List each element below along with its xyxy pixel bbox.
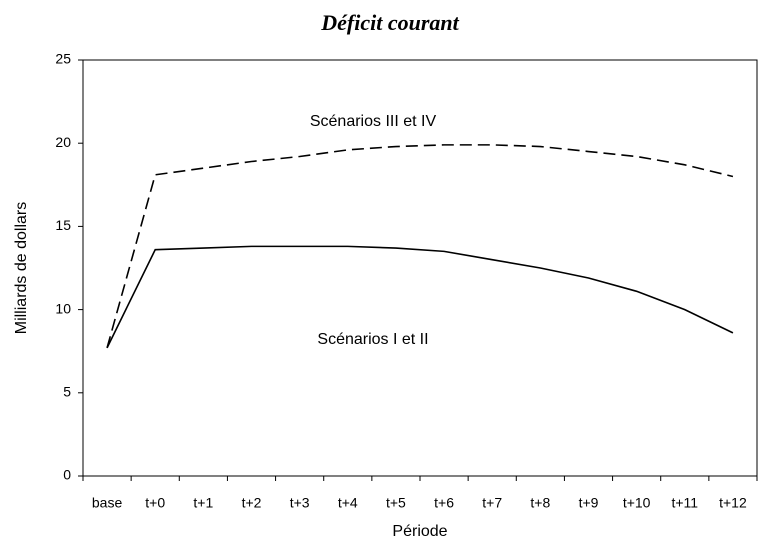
x-tick-label: t+0	[145, 495, 165, 511]
x-tick-label: t+9	[579, 495, 599, 511]
y-tick-label: 10	[55, 300, 71, 316]
y-tick-label: 15	[55, 217, 71, 233]
x-tick-label: t+4	[338, 495, 358, 511]
x-tick-label: t+1	[193, 495, 213, 511]
x-tick-label: t+6	[434, 495, 454, 511]
x-tick-label: t+3	[290, 495, 310, 511]
y-axis-label: Milliards de dollars	[13, 202, 30, 335]
x-axis-label: Période	[392, 523, 447, 540]
x-tick-label: t+2	[242, 495, 262, 511]
x-tick-label: t+11	[671, 495, 698, 511]
chart-title: Déficit courant	[320, 10, 459, 35]
x-tick-label: t+8	[530, 495, 550, 511]
x-tick-label: t+10	[623, 495, 651, 511]
x-tick-label: t+12	[719, 495, 747, 511]
series-label: Scénarios III et IV	[310, 113, 437, 130]
y-tick-label: 20	[55, 134, 71, 150]
x-tick-label: t+5	[386, 495, 406, 511]
x-tick-label: base	[92, 495, 123, 511]
series-line	[106, 144, 734, 349]
y-tick-label: 0	[63, 467, 71, 483]
series-label: Scénarios I et II	[317, 331, 428, 348]
x-tick-label: t+7	[482, 495, 502, 511]
y-tick-label: 5	[63, 384, 71, 400]
y-tick-label: 25	[55, 51, 71, 67]
series-line	[106, 245, 734, 349]
